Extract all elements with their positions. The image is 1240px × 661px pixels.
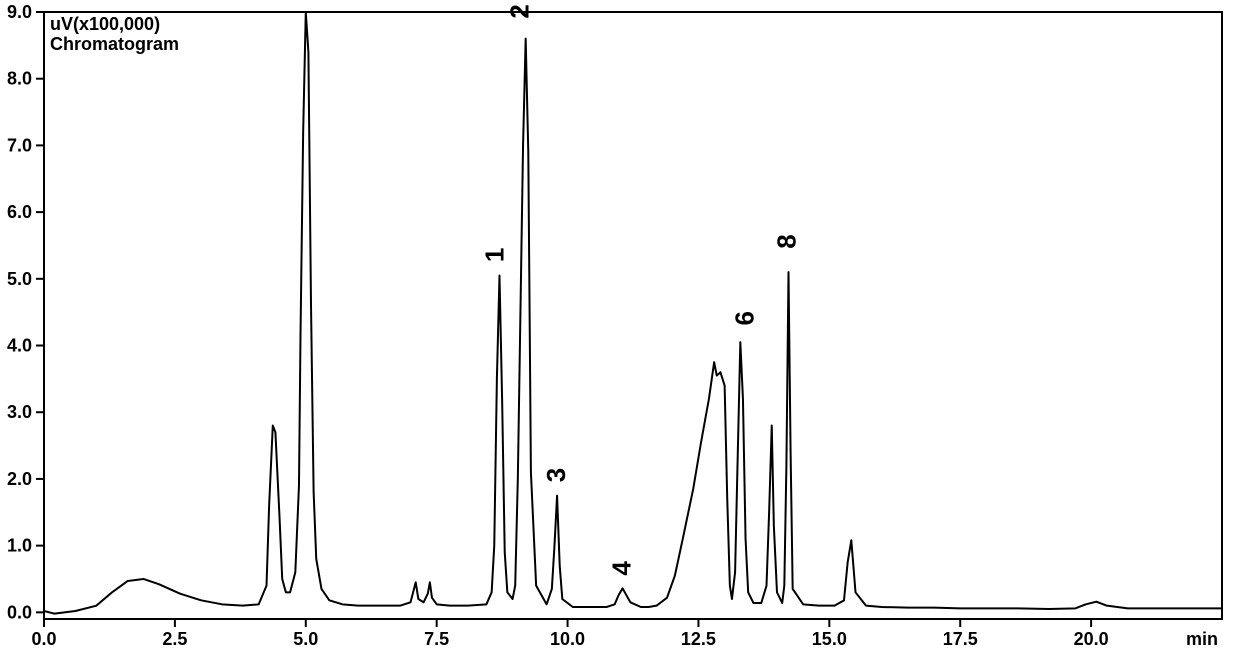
- x-tick-label: 15.0: [812, 629, 847, 649]
- y-tick-label: 5.0: [7, 269, 32, 289]
- y-tick-label: 0.0: [7, 602, 32, 622]
- y-unit-label: uV(x100,000): [50, 14, 160, 34]
- x-tick-label: 12.5: [681, 629, 716, 649]
- y-tick-label: 1.0: [7, 536, 32, 556]
- y-tick-label: 2.0: [7, 469, 32, 489]
- peak-label: 4: [606, 561, 636, 576]
- peak-label: 3: [541, 468, 571, 482]
- x-axis-label: min: [1186, 629, 1218, 649]
- chromatogram-svg: 0.0 1.0 2.0 3.0 4.0 5.0 6.0 7.0 8.0 9.0 0.0 2.5 5.0 7…: [0, 0, 1240, 661]
- y-tick-label: 6.0: [7, 202, 32, 222]
- x-tick-label: 7.5: [424, 629, 449, 649]
- y-tick-label: 4.0: [7, 336, 32, 356]
- x-tick-label: 20.0: [1074, 629, 1109, 649]
- peak-label: 8: [771, 234, 801, 248]
- x-tick-label: 0.0: [31, 629, 56, 649]
- y-title-label: Chromatogram: [50, 34, 179, 54]
- x-tick-label: 17.5: [943, 629, 978, 649]
- x-tick-label: 2.5: [162, 629, 187, 649]
- y-tick-label: 8.0: [7, 69, 32, 89]
- y-tick-label: 7.0: [7, 135, 32, 155]
- x-tick-label: 10.0: [550, 629, 585, 649]
- peak-label: 1: [480, 248, 510, 262]
- y-tick-label: 9.0: [7, 2, 32, 22]
- peak-label: 2: [504, 4, 534, 18]
- peak-label: 6: [729, 311, 759, 325]
- y-tick-label: 3.0: [7, 402, 32, 422]
- chromatogram-chart: 0.0 1.0 2.0 3.0 4.0 5.0 6.0 7.0 8.0 9.0 0.0 2.5 5.0 7…: [0, 0, 1240, 661]
- x-tick-label: 5.0: [293, 629, 318, 649]
